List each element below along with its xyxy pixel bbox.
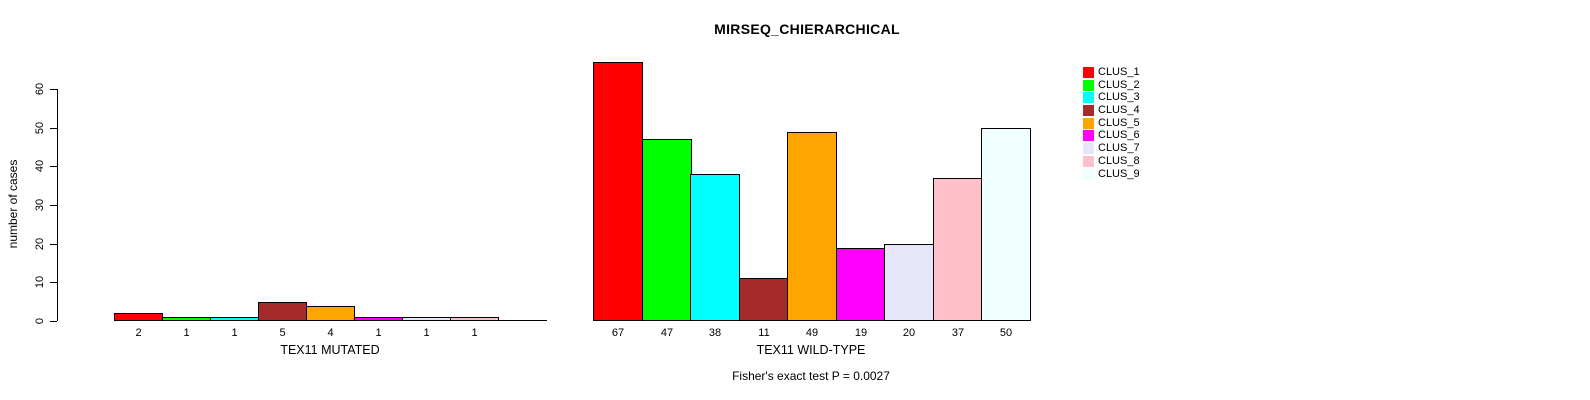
bar-value-label: 4 [327, 327, 334, 339]
bar-value-label: 50 [999, 327, 1013, 339]
legend-label: CLUS_5 [1098, 116, 1140, 129]
y-axis-tick-label: 0 [34, 317, 46, 325]
legend-label: CLUS_8 [1098, 154, 1140, 167]
bar-value-label: 38 [708, 327, 722, 339]
bar-value-label: 49 [805, 327, 819, 339]
bar-clus_9-g0 [498, 320, 547, 321]
legend-swatch-icon [1083, 143, 1094, 155]
bar-clus_6-g0 [354, 317, 403, 321]
bar-value-label: 67 [611, 327, 625, 339]
y-axis-tick [50, 166, 57, 167]
chart-title: MIRSEQ_CHIERARCHICAL [714, 21, 900, 37]
legend-label: CLUS_1 [1098, 66, 1140, 78]
y-axis-tick-label: 30 [34, 198, 46, 212]
bar-value-label: 2 [135, 327, 142, 339]
legend-label: CLUS_3 [1098, 91, 1140, 104]
legend-label: CLUS_4 [1098, 104, 1140, 117]
bar-value-label: 1 [375, 327, 382, 339]
bar-clus_2-g0 [162, 317, 211, 321]
bar-clus_3-g1 [690, 174, 740, 321]
bar-value-label: 1 [471, 327, 478, 339]
bar-clus_6-g1 [836, 248, 886, 321]
legend-swatch-icon [1083, 155, 1094, 167]
y-axis-tick [50, 244, 57, 245]
legend-swatch-icon [1083, 67, 1094, 78]
bar-value-label: 47 [660, 327, 674, 339]
legend-swatch-icon [1083, 168, 1094, 180]
bar-value-label: 11 [758, 327, 770, 339]
y-axis-tick-label: 50 [34, 121, 46, 135]
bar-clus_7-g1 [884, 244, 934, 321]
y-axis-tick [50, 205, 57, 206]
y-axis-label: number of cases [6, 159, 20, 249]
x-axis-group-label-wildtype: TEX11 WILD-TYPE [756, 343, 866, 357]
bar-value-label: 1 [183, 327, 190, 339]
bar-clus_1-g1 [593, 62, 643, 321]
y-axis-tick [50, 282, 57, 283]
bar-value-label: 20 [902, 327, 916, 339]
bar-clus_4-g1 [739, 278, 789, 321]
y-axis-line [57, 89, 58, 321]
bar-clus_7-g0 [402, 317, 451, 321]
legend-label: CLUS_6 [1098, 129, 1140, 142]
bar-clus_2-g1 [642, 139, 692, 321]
legend-swatch-icon [1083, 130, 1094, 142]
legend-label: CLUS_2 [1098, 78, 1140, 91]
y-axis-tick-label: 10 [34, 275, 46, 289]
y-axis-tick-label: 60 [34, 82, 46, 96]
bar-value-label: 19 [854, 327, 868, 339]
fisher-test-caption: Fisher's exact test P = 0.0027 [732, 369, 890, 383]
y-axis-tick [50, 89, 57, 90]
bar-value-label: 37 [951, 327, 965, 339]
legend-label: CLUS_7 [1098, 142, 1140, 155]
y-axis-tick [50, 128, 57, 129]
legend-label: CLUS_9 [1098, 167, 1140, 180]
bar-clus_8-g0 [450, 317, 499, 321]
bar-value-label: 1 [423, 327, 430, 339]
bar-clus_9-g1 [981, 128, 1031, 321]
bar-value-label: 5 [279, 327, 286, 339]
bar-clus_5-g1 [787, 132, 837, 321]
bar-clus_4-g0 [258, 302, 307, 321]
y-axis-tick-label: 20 [34, 237, 46, 251]
legend-swatch-icon [1083, 117, 1094, 129]
legend-swatch-icon [1083, 105, 1094, 117]
y-axis-tick [50, 321, 57, 322]
legend-swatch-icon [1083, 92, 1094, 104]
bar-clus_3-g0 [210, 317, 259, 321]
x-axis-group-label-mutated: TEX11 MUTATED [280, 343, 380, 357]
legend-swatch-icon [1083, 79, 1094, 91]
bar-clus_8-g1 [933, 178, 983, 321]
bar-clus_1-g0 [114, 313, 163, 321]
bar-value-label: 1 [231, 327, 238, 339]
bar-clus_5-g0 [306, 306, 355, 321]
y-axis-tick-label: 40 [34, 159, 46, 173]
